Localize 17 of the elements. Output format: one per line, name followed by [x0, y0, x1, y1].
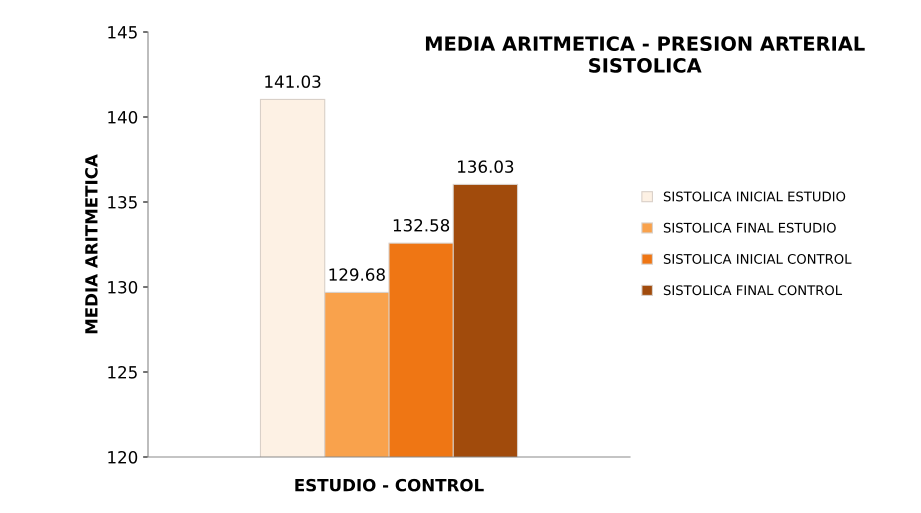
data-label: 136.03	[458, 160, 514, 173]
legend-label: SISTOLICA INICIAL CONTROL	[664, 254, 852, 264]
text: MEDIA ARITMETICA - PRESION ARTERIAL SISTOLICA	[426, 36, 865, 73]
y-axis-title: MEDIA ARITMETICA	[85, 154, 98, 334]
data-label: 141.03	[265, 75, 320, 88]
y-tick-label: 120	[108, 450, 138, 464]
legend-label: SISTOLICA INICIAL ESTUDIO	[664, 191, 846, 202]
legend-label: SISTOLICA FINAL CONTROL	[664, 285, 842, 296]
y-tick-label: 135	[108, 196, 137, 209]
y-tick-label: 125	[108, 366, 137, 379]
data-label: 129.68	[330, 268, 385, 281]
y-tick-label: 140	[108, 110, 138, 124]
y-tick-label: 130	[108, 280, 138, 294]
legend-label: SISTOLICA FINAL ESTUDIO	[664, 222, 836, 233]
data-label: 132.58	[394, 218, 450, 232]
x-axis-title: ESTUDIO - CONTROL	[295, 478, 484, 492]
y-tick-label: 145	[108, 26, 137, 39]
